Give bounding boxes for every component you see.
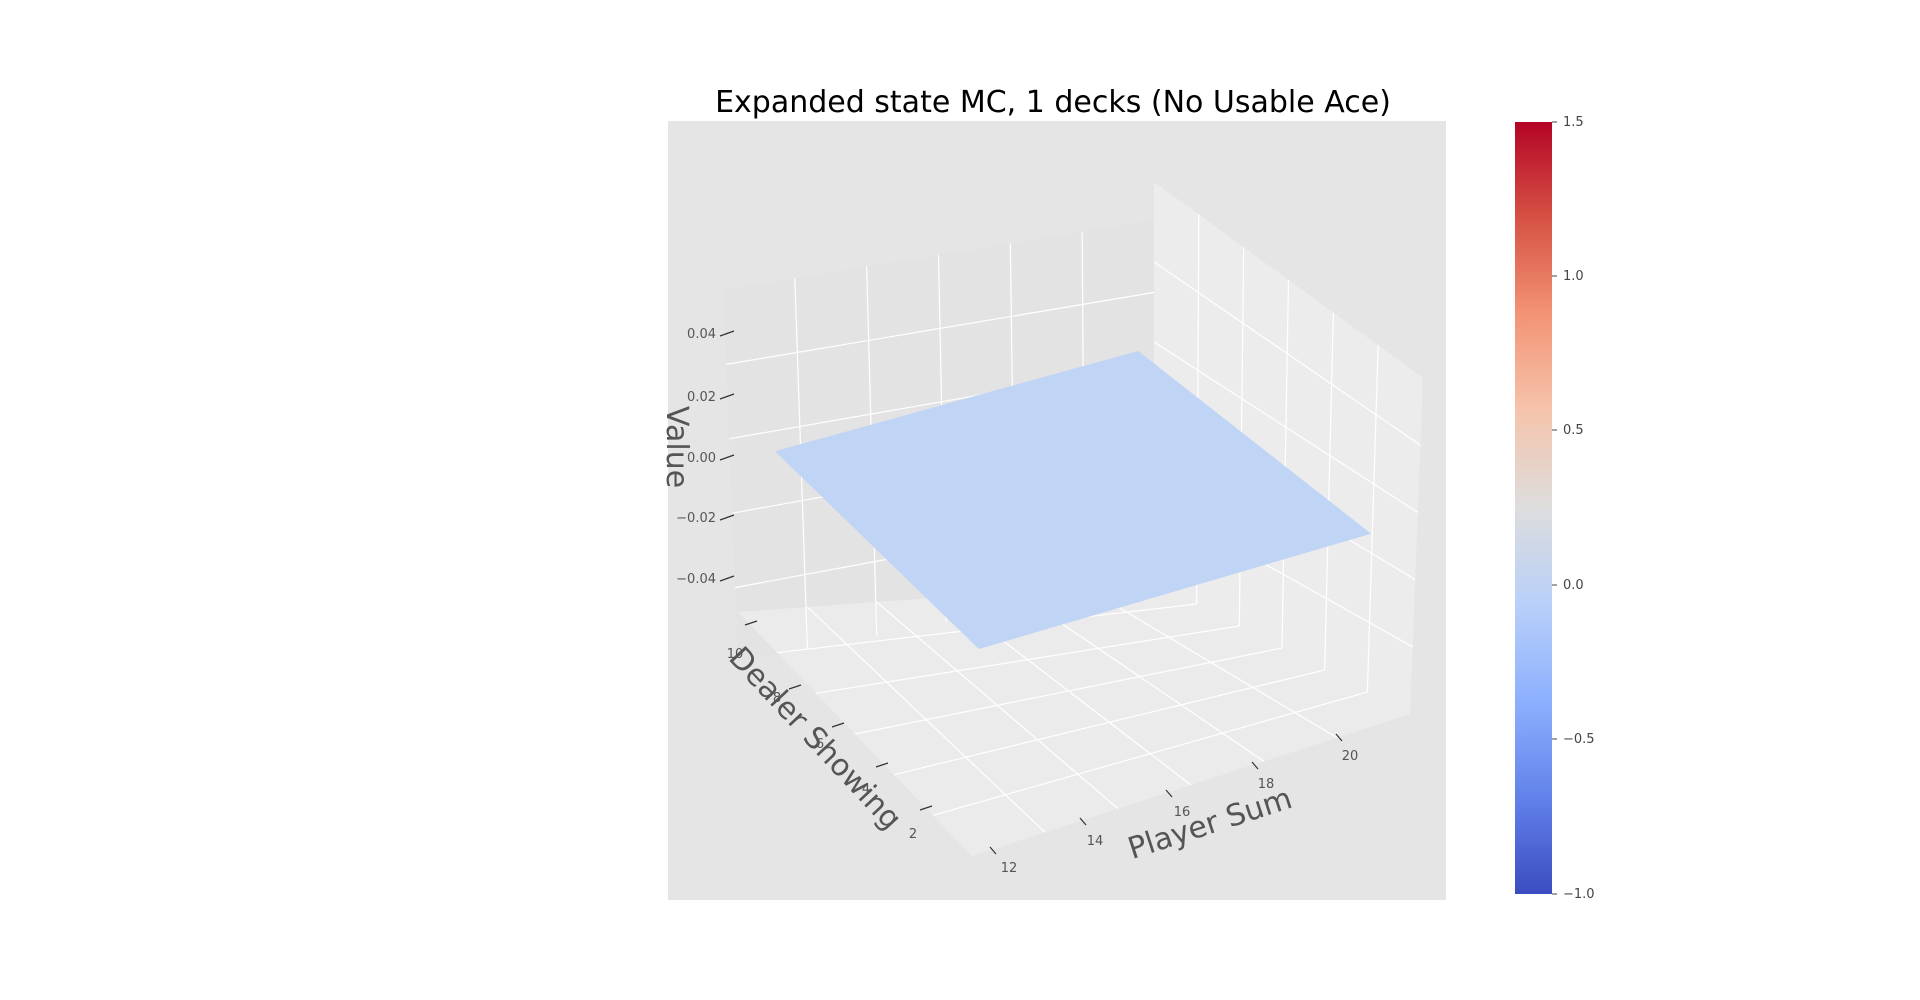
- z-tick-label: −0.02: [676, 511, 716, 526]
- y-tick-label: 8: [773, 691, 781, 706]
- y-tick-label: 10: [727, 647, 744, 662]
- colorbar-tick-label: −0.5: [1563, 732, 1595, 747]
- z-tick-label: 0.00: [687, 451, 716, 466]
- value-surface: [775, 350, 1372, 650]
- chart-title: Expanded state MC, 1 decks (No Usable Ac…: [715, 85, 1391, 120]
- z-tick-mark: [719, 575, 735, 582]
- x-tick-mark: [1165, 789, 1173, 798]
- x-tick-mark: [1079, 817, 1087, 826]
- floor-grid-line: [932, 691, 1368, 816]
- z-tick-label: 0.02: [687, 390, 716, 405]
- y-axis-tick-labels: 2 4 6 8 10: [727, 647, 917, 842]
- colorbar-tick-label: 1.5: [1563, 115, 1584, 130]
- z-tick-mark: [719, 514, 735, 521]
- z-tick-mark: [719, 330, 735, 337]
- z-axis-tick-labels: −0.04 −0.02 0.00 0.02 0.04: [676, 327, 716, 587]
- x-tick-mark: [989, 846, 997, 855]
- back-wall-grid-line: [725, 291, 1155, 365]
- right-wall-pane: [1154, 182, 1423, 714]
- x-tick-label: 14: [1087, 834, 1104, 849]
- y-tick-mark: [744, 620, 758, 626]
- x-tick-mark: [1335, 733, 1343, 742]
- x-tick-mark: [1251, 761, 1259, 770]
- x-axis-tick-labels: 12 14 16 18 20: [1001, 749, 1359, 876]
- y-tick-mark: [831, 722, 845, 728]
- floor-pane: [738, 582, 1410, 856]
- x-tick-label: 18: [1258, 777, 1275, 792]
- y-tick-mark: [788, 684, 802, 690]
- right-wall-grid-line: [1281, 279, 1290, 649]
- right-wall-grid-line: [1366, 345, 1379, 693]
- y-tick-label: 4: [862, 782, 870, 797]
- z-tick-mark: [719, 454, 735, 461]
- y-tick-label: 2: [909, 827, 917, 842]
- z-tick-label: 0.04: [687, 327, 716, 342]
- colorbar-tick-label: 0.0: [1563, 578, 1584, 593]
- colorbar: −1.0 −0.5 0.0 0.5 1.0 1.5: [1515, 115, 1595, 902]
- z-tick-mark: [719, 393, 735, 400]
- colorbar-gradient: [1515, 122, 1552, 894]
- right-wall-grid-line: [1153, 341, 1419, 513]
- colorbar-tick-label: −1.0: [1563, 887, 1595, 902]
- colorbar-tick-label: 0.5: [1563, 423, 1584, 438]
- y-tick-mark: [875, 762, 889, 768]
- x-tick-label: 20: [1342, 749, 1359, 764]
- right-wall-grid-line: [1153, 261, 1421, 446]
- axis-ticks: [719, 330, 1343, 855]
- y-tick-mark: [919, 805, 933, 811]
- z-tick-label: −0.04: [676, 572, 716, 587]
- y-tick-label: 6: [816, 737, 824, 752]
- right-wall-grid-line: [1324, 312, 1334, 671]
- x-tick-label: 16: [1174, 805, 1191, 820]
- x-tick-label: 12: [1001, 861, 1018, 876]
- colorbar-tick-label: 1.0: [1563, 269, 1584, 284]
- z-axis-title: Value: [659, 406, 694, 488]
